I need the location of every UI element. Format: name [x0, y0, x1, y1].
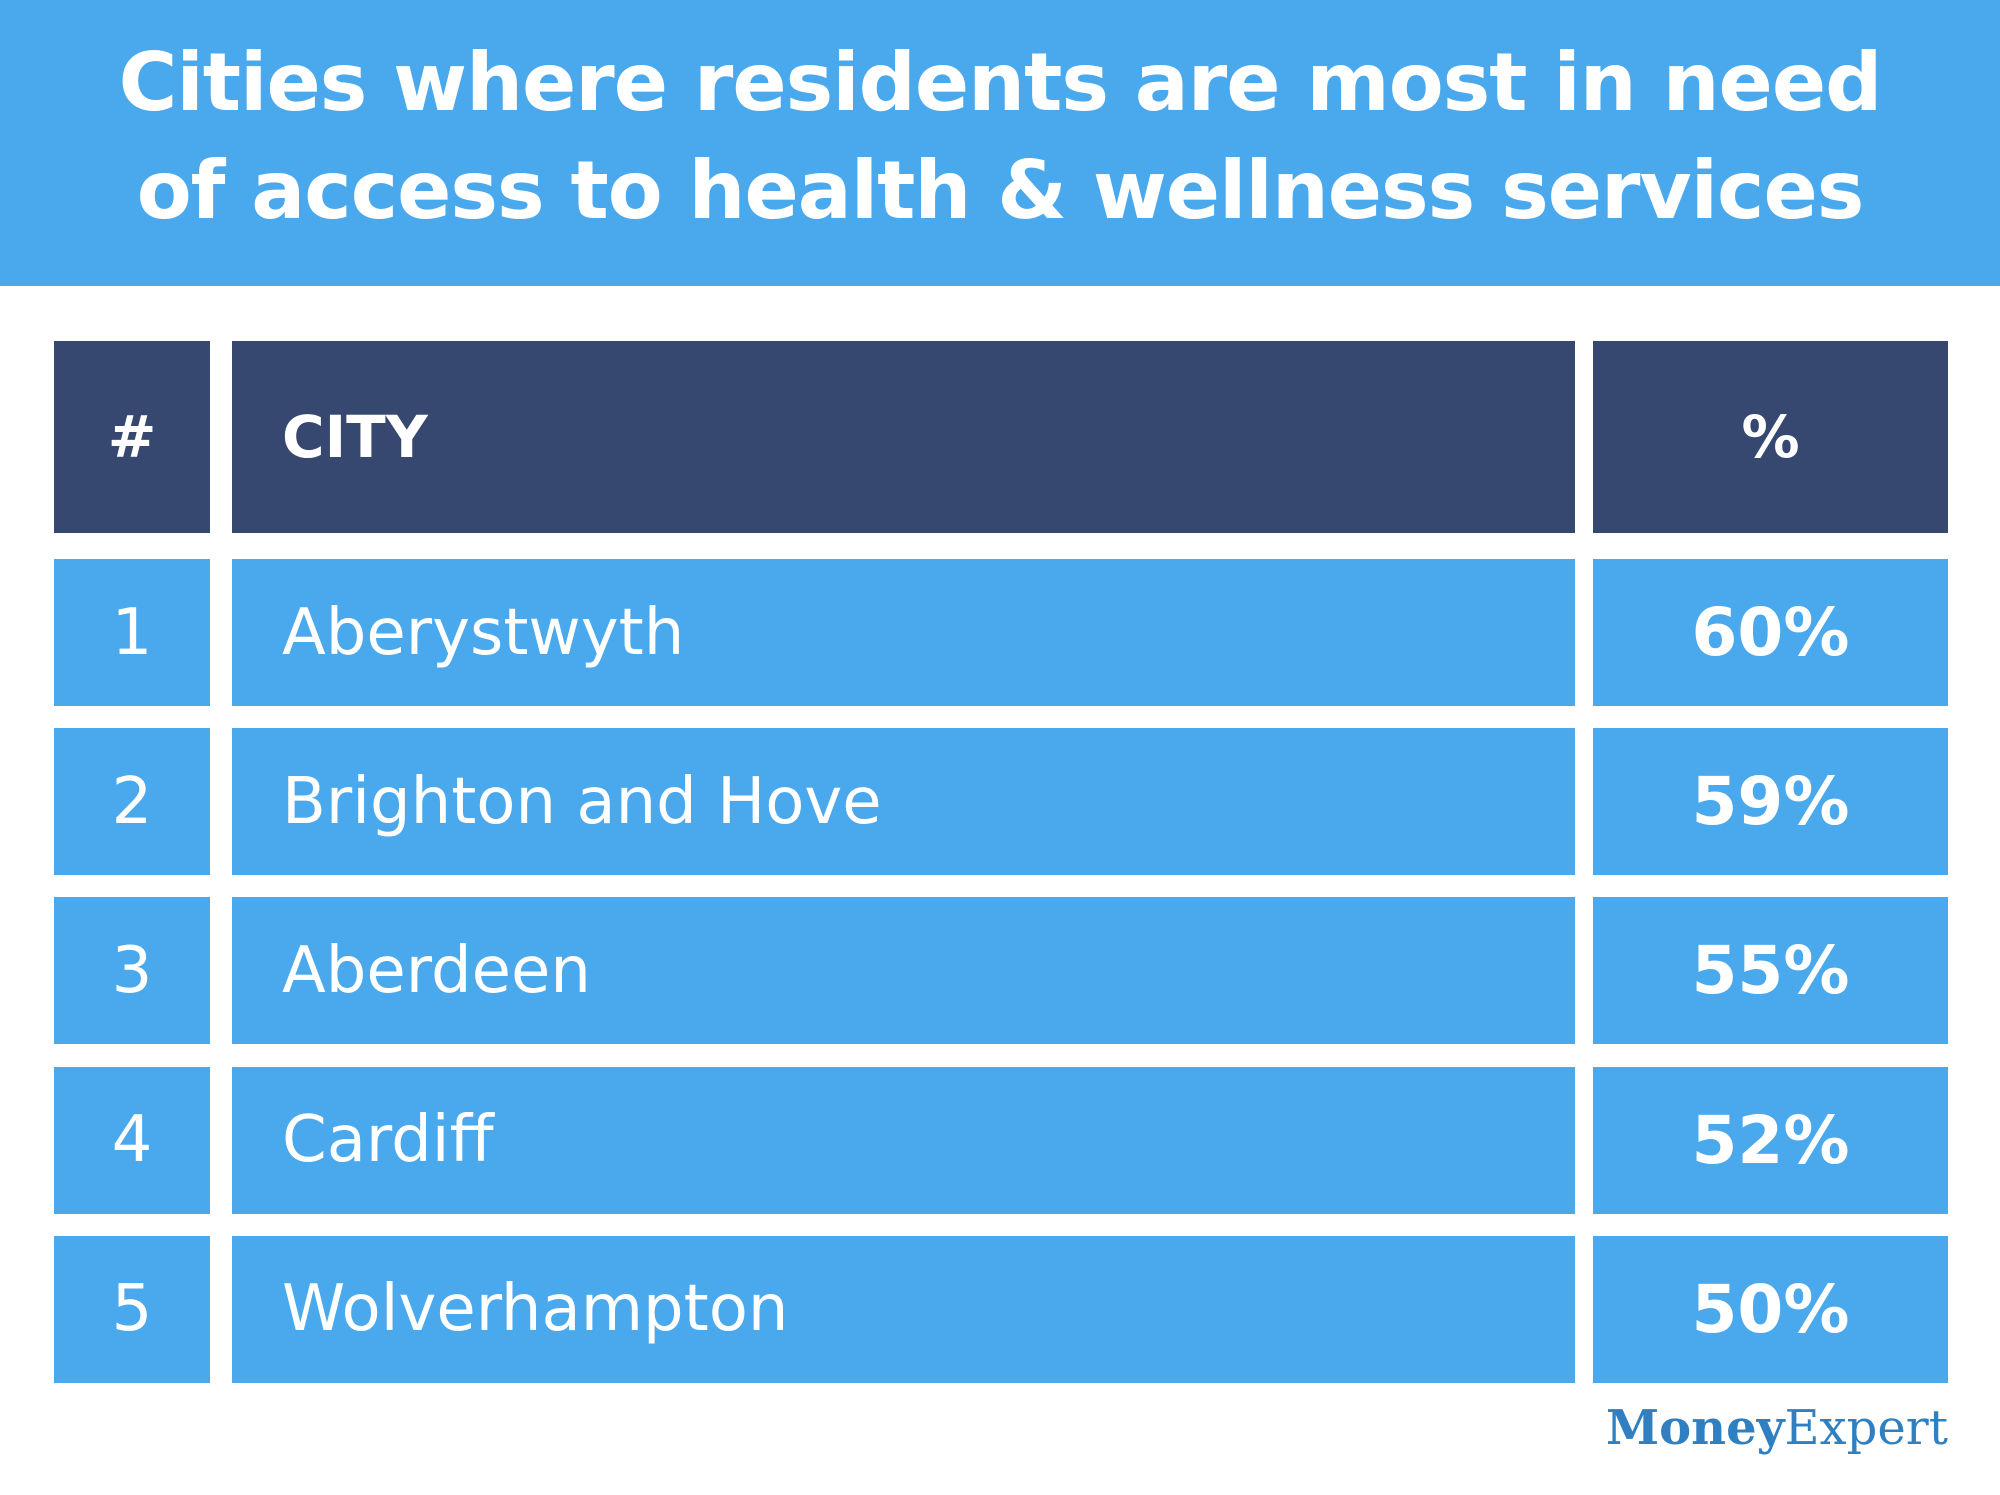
title-band: Cities where residents are most in need … — [0, 0, 2000, 286]
table-cell: Cardiff — [232, 1066, 1575, 1214]
logo-bold: Money — [1606, 1400, 1785, 1456]
table-cell: 55% — [1593, 897, 1948, 1045]
table-cell: 60% — [1593, 559, 1948, 706]
table-cell: Brighton and Hove — [232, 728, 1575, 876]
header-cell: % — [1593, 341, 1948, 533]
title-line: of access to health & wellness services — [136, 144, 1865, 237]
table-cell: 59% — [1593, 728, 1948, 876]
header-cell: # — [54, 341, 210, 533]
header-cell: CITY — [232, 341, 1575, 533]
table-cell: Aberdeen — [232, 897, 1575, 1045]
table-cell: 4 — [54, 1066, 210, 1214]
logo-light: Expert — [1784, 1400, 1948, 1456]
table-cell: Wolverhampton — [232, 1235, 1575, 1383]
table-cell: 52% — [1593, 1066, 1948, 1214]
table-cell: 2 — [54, 728, 210, 876]
table-cell: Aberystwyth — [232, 559, 1575, 706]
table-cell: 1 — [54, 559, 210, 706]
logo: MoneyExpert — [1606, 1400, 1948, 1456]
table-cell: 50% — [1593, 1235, 1948, 1383]
title-line: Cities where residents are most in need — [118, 36, 1883, 129]
table-cell: 5 — [54, 1235, 210, 1383]
table-cell: 3 — [54, 897, 210, 1045]
